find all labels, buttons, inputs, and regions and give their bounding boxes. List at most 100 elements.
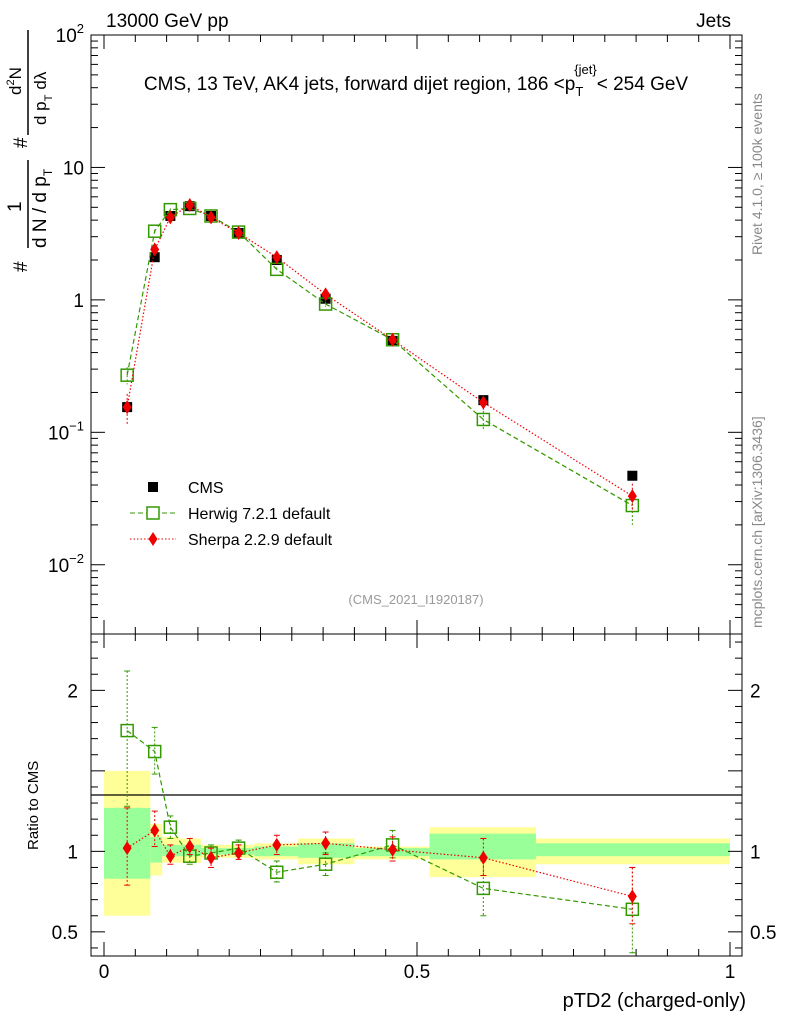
sherpa-data-point (478, 395, 488, 410)
ratio-band-green (298, 843, 355, 858)
y-tick-label-base: 10 (56, 26, 77, 47)
ratio-sherpa-point (150, 823, 160, 838)
sherpa-data-point (627, 489, 637, 504)
y-label-num-d: d (6, 86, 25, 95)
ratio-data (120, 670, 640, 954)
y-tick-label: 10−2 (48, 551, 84, 577)
legend-sherpa-label: Sherpa 2.2.9 default (188, 532, 333, 549)
sherpa-data-point (272, 250, 282, 265)
ratio-y-tick-label-right: 1 (750, 842, 761, 863)
legend-cms-label: CMS (188, 480, 224, 497)
rivet-label: Rivet 4.1.0, ≥ 100k events (749, 93, 765, 255)
ratio-sherpa-point (165, 849, 175, 864)
x-tick-label: 1 (725, 962, 736, 983)
ratio-band-green (535, 843, 730, 857)
chart-title-main: CMS, 13 TeV, AK4 jets, forward dijet reg… (144, 74, 575, 95)
y-tick-label-base: 10 (48, 556, 69, 577)
chart-title-sub: T (575, 84, 583, 99)
ratio-y-label: Ratio to CMS (25, 761, 42, 850)
y-label-num-dl: dλ (31, 71, 50, 89)
sherpa-data-point (388, 332, 398, 347)
y-label-num-dp-sub: T (43, 94, 55, 101)
ratio-sherpa-point (478, 850, 488, 865)
legend-herwig-label: Herwig 7.2.1 default (188, 506, 331, 523)
ratio-uncertainty-bands (104, 770, 730, 916)
y-tick-label-base: 1 (73, 291, 84, 312)
ratio-y-tick-labels: 2 2 1 1 0.5 0.5 (52, 681, 777, 944)
header-right: Jets (696, 11, 731, 32)
sherpa-data-point (122, 400, 132, 415)
y-label-den-text: d N / d p (30, 176, 51, 248)
ratio-y-tick-label-left: 0.5 (52, 923, 78, 944)
y-label-one: 1 (5, 201, 26, 212)
x-tick-label: 0 (99, 962, 110, 983)
y-tick-label: 1 (73, 291, 84, 312)
y-label-num-n: N (6, 67, 25, 79)
ratio-herwig-point (476, 881, 491, 896)
main-y-label: # 1 d N / d pT # d2N d pTdλ (5, 30, 55, 272)
x-axis-label: pTD2 (charged-only) (563, 990, 746, 1012)
header-left: 13000 GeV pp (106, 11, 229, 32)
ratio-band-green (201, 848, 223, 855)
ratio-herwig-point (163, 820, 178, 834)
y-label-den-sub: T (41, 168, 55, 176)
y-tick-label-exp: 2 (77, 21, 84, 36)
mcplots-label: mcplots.cern.ch [arXiv:1306.3436] (749, 416, 765, 628)
herwig-data-point (476, 412, 491, 427)
ratio-band-green (254, 846, 299, 857)
ratio-y-tick-label-right: 0.5 (750, 923, 776, 944)
y-tick-label: 10−1 (48, 418, 84, 444)
ratio-herwig-point (318, 857, 333, 871)
ratio-y-tick-label-left: 2 (67, 681, 78, 702)
ratio-sherpa-point (388, 842, 398, 857)
x-tick-label: 0.5 (404, 962, 430, 983)
y-tick-label-base: 10 (63, 158, 84, 179)
ratio-herwig-point (147, 744, 162, 759)
y-label-num-sup: 2 (5, 79, 17, 85)
y-tick-label-base: 10 (48, 423, 69, 444)
ratio-band-green (150, 836, 163, 863)
ratio-sherpa-point (234, 845, 244, 860)
chart-title-tail: < 254 GeV (597, 74, 689, 95)
y-label-hash-mid: # (11, 137, 32, 148)
herwig-data-point (147, 224, 162, 238)
legend: CMS Herwig 7.2.1 default Sherpa 2.2.9 de… (130, 480, 333, 549)
y-label-den: d N / d pT (30, 168, 55, 248)
x-tick-labels: 0 0.5 1 (99, 962, 736, 983)
y-tick-label: 10 (63, 158, 84, 179)
main-axis-ticks (91, 34, 742, 635)
y-tick-label-exp: −1 (69, 418, 84, 433)
ratio-sherpa-point (321, 836, 331, 851)
series-line (126, 207, 633, 507)
y-tick-label: 102 (56, 21, 84, 47)
main-data (120, 198, 640, 525)
ratio-herwig-point (120, 723, 134, 738)
watermark: (CMS_2021_I1920187) (348, 592, 483, 607)
legend-sherpa-marker (148, 532, 158, 546)
cms-data-point (149, 252, 160, 263)
ratio-sherpa-point (627, 889, 637, 904)
sherpa-data-point (185, 198, 195, 213)
y-tick-label-exp: −2 (69, 551, 84, 566)
y-label-num-dp: d pTdλ (31, 71, 55, 125)
series-line (126, 204, 633, 497)
ratio-series-line (126, 730, 633, 910)
ratio-sherpa-point (272, 837, 282, 852)
y-label-num-dp-text: d p (31, 101, 50, 125)
ratio-y-tick-label-right: 2 (750, 681, 761, 702)
chart-title-sup: {jet} (574, 62, 597, 77)
sherpa-data-point (321, 287, 331, 302)
chart-title: CMS, 13 TeV, AK4 jets, forward dijet reg… (144, 62, 689, 99)
sherpa-data-point (206, 210, 216, 225)
ratio-axis-ticks (91, 634, 742, 956)
cms-data-point (627, 470, 638, 481)
legend-cms-marker (148, 482, 158, 492)
ratio-y-tick-label-left: 1 (67, 842, 78, 863)
ratio-sherpa-point (206, 850, 216, 865)
y-label-hash-left: # (11, 261, 32, 272)
sherpa-data-point (234, 225, 244, 240)
ratio-sherpa-point (122, 841, 132, 856)
